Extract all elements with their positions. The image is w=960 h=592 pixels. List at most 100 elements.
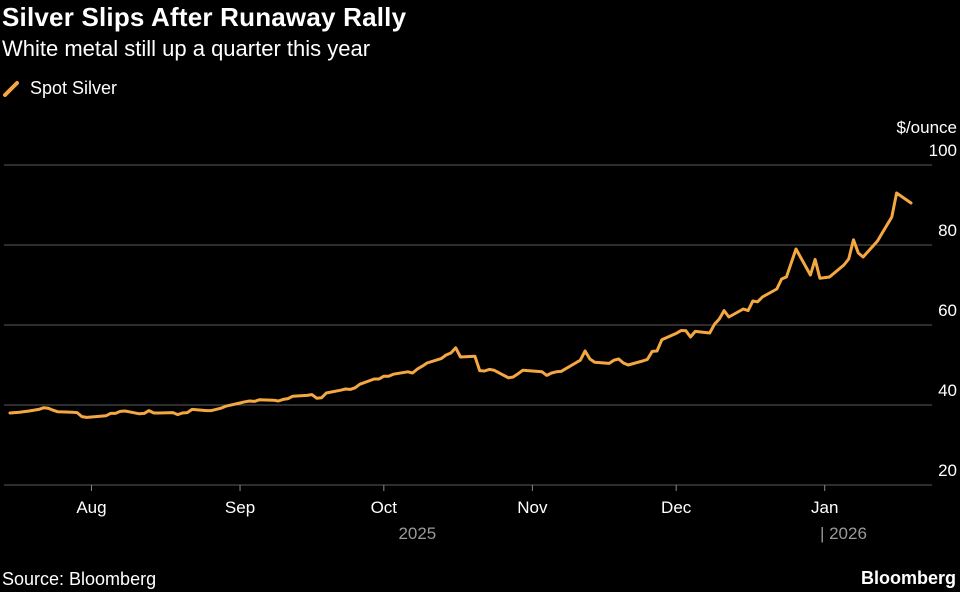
data-point-20 [147, 409, 151, 412]
x-tick-label-sep: Sep [225, 498, 255, 517]
data-point-70 [483, 369, 486, 373]
data-point-97 [675, 332, 678, 335]
data-point-1 [18, 411, 21, 414]
data-point-110 [756, 300, 759, 303]
data-point-30 [214, 408, 218, 411]
data-point-6 [51, 409, 55, 412]
series-line-spot-silver [8, 191, 913, 419]
data-point-37 [258, 398, 261, 401]
data-point-62 [425, 361, 429, 365]
data-point-48 [339, 389, 342, 392]
data-point-88 [612, 359, 616, 362]
data-point-101 [694, 330, 697, 333]
data-point-65 [449, 351, 453, 355]
data-point-46 [320, 396, 323, 399]
x-tick-label-nov: Nov [517, 498, 548, 517]
source-note: Source: Bloomberg [2, 569, 157, 589]
data-point-41 [286, 397, 290, 400]
data-point-74 [512, 375, 515, 379]
data-point-16 [119, 410, 122, 413]
y-tick-label-20: 20 [938, 461, 957, 480]
data-point-8 [71, 411, 74, 414]
data-point-57 [392, 373, 395, 376]
x-tick-label-jan: Jan [811, 498, 838, 517]
data-point-54 [377, 377, 381, 381]
data-point-79 [550, 371, 553, 375]
data-point-87 [607, 362, 611, 365]
data-point-125 [876, 239, 879, 243]
data-point-11 [85, 416, 88, 419]
data-point-29 [210, 409, 213, 412]
bloomberg-logo: Bloomberg [860, 568, 956, 588]
data-point-82 [574, 361, 577, 365]
data-point-63 [440, 357, 443, 360]
data-point-38 [272, 399, 275, 402]
data-point-118 [818, 277, 822, 280]
data-point-56 [387, 375, 390, 378]
data-point-69 [478, 369, 481, 372]
data-point-115 [794, 247, 798, 251]
data-point-32 [224, 405, 227, 408]
chart-subtitle: White metal still up a quarter this year [2, 36, 371, 61]
data-point-49 [344, 387, 347, 391]
data-point-9 [75, 411, 79, 414]
data-point-55 [382, 375, 385, 378]
data-point-130 [909, 201, 913, 205]
data-point-39 [277, 399, 280, 403]
data-point-117 [813, 258, 817, 261]
data-point-43 [305, 394, 309, 397]
data-point-71 [488, 368, 491, 371]
data-point-19 [143, 412, 146, 415]
x-axis: Aug Sep Oct Nov Dec Jan 2025 | 2026 [76, 485, 867, 543]
data-point-124 [861, 255, 865, 259]
data-point-85 [588, 357, 592, 361]
data-point-121 [847, 257, 850, 261]
data-point-42 [291, 395, 294, 398]
data-point-10 [80, 415, 84, 418]
y-tick-label-40: 40 [938, 381, 957, 400]
data-point-58 [406, 370, 409, 373]
data-point-64 [444, 353, 448, 357]
data-point-120 [842, 263, 846, 267]
data-point-96 [660, 338, 663, 341]
data-point-18 [138, 412, 141, 415]
legend-label: Spot Silver [30, 78, 118, 98]
data-point-3 [37, 408, 40, 411]
data-point-78 [545, 374, 548, 377]
data-point-84 [583, 349, 587, 353]
data-point-72 [492, 369, 496, 372]
y-tick-label-100: 100 [929, 141, 957, 160]
data-point-104 [718, 317, 721, 321]
data-point-127 [885, 223, 889, 227]
data-point-122 [852, 238, 855, 241]
data-point-67 [459, 355, 462, 359]
data-point-0 [8, 411, 12, 415]
data-point-112 [775, 287, 778, 291]
data-point-44 [310, 393, 314, 396]
data-point-103 [713, 323, 716, 326]
data-point-128 [890, 215, 893, 219]
data-point-52 [358, 383, 362, 386]
data-point-109 [751, 299, 754, 303]
gridlines [4, 164, 932, 486]
data-point-86 [593, 361, 596, 364]
data-point-105 [722, 309, 726, 312]
data-point-111 [761, 295, 764, 299]
chart-title: Silver Slips After Runaway Rally [2, 2, 407, 32]
data-point-13 [104, 414, 108, 417]
data-point-95 [655, 349, 659, 353]
data-point-36 [253, 400, 256, 403]
data-point-33 [238, 401, 242, 405]
data-point-106 [727, 315, 731, 319]
year-label-1: | 2026 [820, 524, 867, 543]
data-point-61 [421, 365, 424, 368]
data-point-31 [219, 407, 223, 410]
data-point-76 [521, 369, 524, 372]
data-point-99 [684, 329, 687, 332]
data-point-98 [679, 329, 683, 332]
data-point-50 [349, 388, 352, 391]
data-point-75 [516, 372, 520, 375]
data-point-34 [243, 400, 246, 403]
x-tick-label-aug: Aug [76, 498, 106, 517]
data-point-7 [56, 410, 60, 413]
